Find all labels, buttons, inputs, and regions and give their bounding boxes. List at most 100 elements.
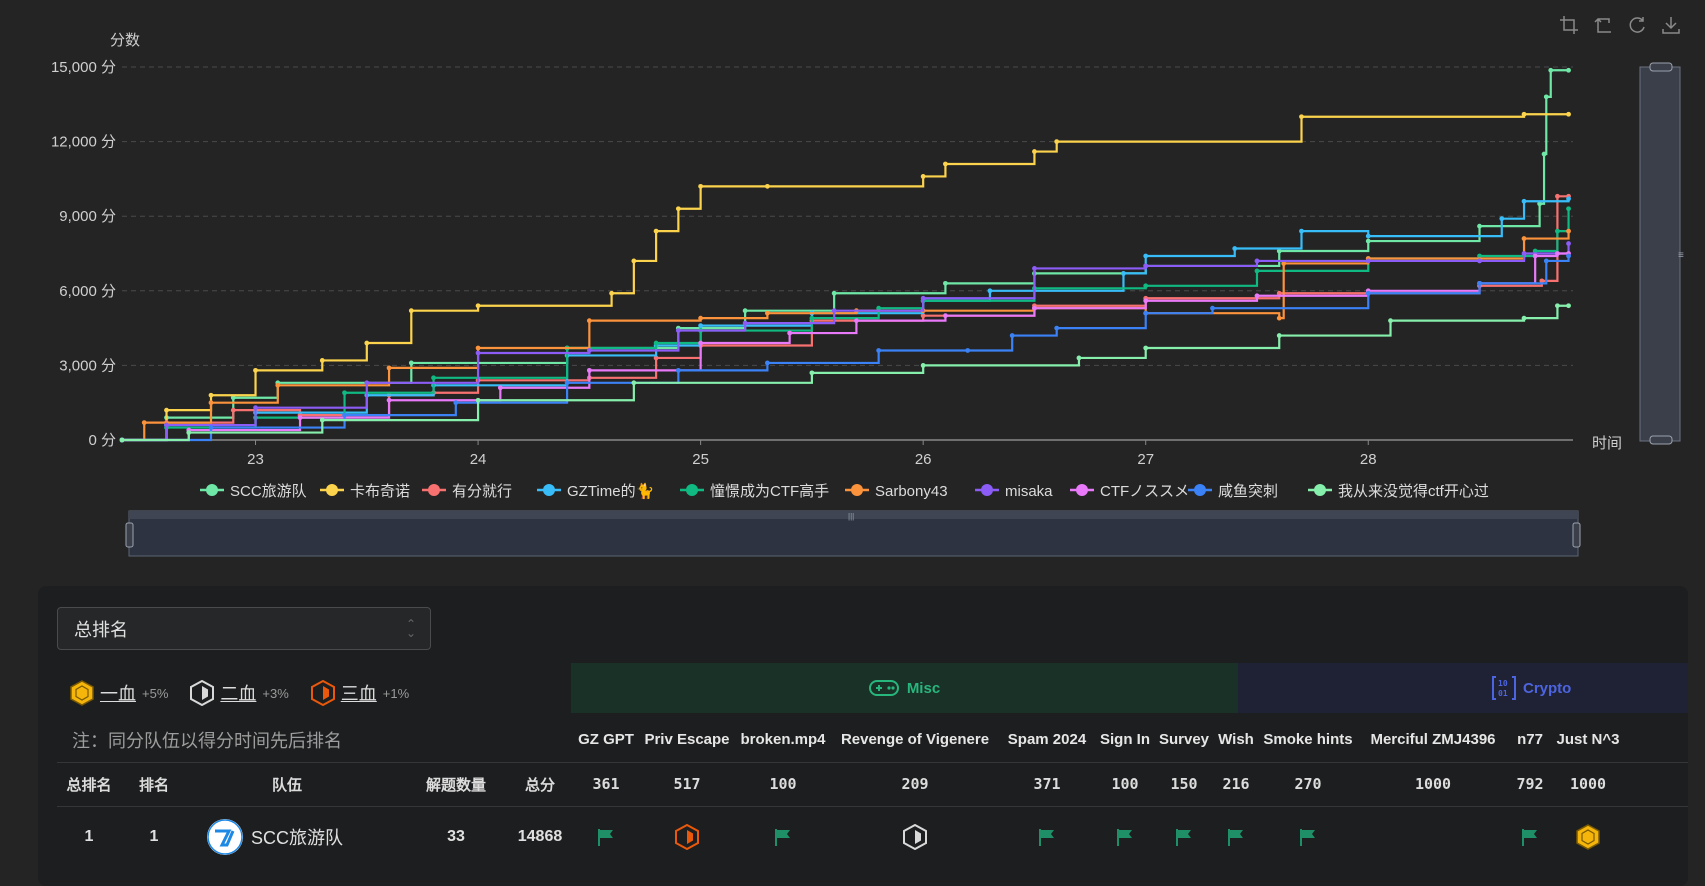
legend-item-7[interactable]: CTFノススメ xyxy=(1070,483,1189,500)
series-point-7[interactable] xyxy=(497,385,503,391)
series-point-6[interactable] xyxy=(920,295,926,301)
series-line-9[interactable] xyxy=(122,304,1569,442)
challenge-header[interactable]: Wish xyxy=(1218,731,1254,748)
series-point-8[interactable] xyxy=(1143,310,1149,316)
challenge-header[interactable]: Smoke hints xyxy=(1263,731,1353,748)
challenge-header[interactable]: GZ GPT xyxy=(578,731,634,748)
challenge-header[interactable]: broken.mp4 xyxy=(740,731,826,748)
series-point-7[interactable] xyxy=(854,318,859,324)
series-point-8[interactable] xyxy=(764,360,770,366)
series-line-3[interactable] xyxy=(122,198,1570,442)
series-point-8[interactable] xyxy=(453,400,459,406)
series-point-1[interactable] xyxy=(319,358,325,363)
series-point-9[interactable] xyxy=(631,380,637,386)
series-point-8[interactable] xyxy=(342,412,347,418)
series-point-6[interactable] xyxy=(1477,258,1482,264)
series-point-0[interactable] xyxy=(1543,94,1549,100)
series-point-1[interactable] xyxy=(1521,111,1527,117)
series-point-8[interactable] xyxy=(876,348,882,353)
series-point-0[interactable] xyxy=(1541,151,1547,157)
series-point-1[interactable] xyxy=(653,228,659,234)
x-zoom-handle-left[interactable] xyxy=(125,522,134,548)
series-point-5[interactable] xyxy=(1566,228,1571,234)
series-point-4[interactable] xyxy=(1477,253,1482,259)
series-line-5[interactable] xyxy=(122,231,1570,442)
series-point-8[interactable] xyxy=(1543,258,1549,264)
zoom-reset-icon[interactable] xyxy=(1590,12,1616,38)
series-point-5[interactable] xyxy=(698,315,704,321)
series-line-8[interactable] xyxy=(122,255,1570,442)
challenge-header[interactable]: Just N^3 xyxy=(1556,731,1620,748)
series-point-7[interactable] xyxy=(1143,298,1149,304)
series-point-4[interactable] xyxy=(1532,248,1538,254)
series-point-5[interactable] xyxy=(586,318,592,324)
ranking-select[interactable]: 总排名 ⌃ ⌄ xyxy=(57,607,431,650)
series-point-9[interactable] xyxy=(1076,355,1082,361)
series-point-6[interactable] xyxy=(475,350,481,356)
download-icon[interactable] xyxy=(1658,12,1684,38)
series-line-1[interactable] xyxy=(122,113,1569,442)
series-point-4[interactable] xyxy=(342,390,347,396)
series-point-7[interactable] xyxy=(297,415,303,421)
series-point-6[interactable] xyxy=(164,422,169,428)
series-point-4[interactable] xyxy=(1254,268,1260,274)
legend-item-8[interactable]: 咸鱼突刺 xyxy=(1188,482,1278,500)
series-point-1[interactable] xyxy=(1054,139,1060,145)
series-point-5[interactable] xyxy=(208,400,214,406)
series-point-6[interactable] xyxy=(1143,263,1149,269)
series-point-6[interactable] xyxy=(1254,258,1260,264)
series-point-2[interactable] xyxy=(1555,193,1560,199)
challenge-header[interactable]: Sign In xyxy=(1100,731,1150,748)
series-point-4[interactable] xyxy=(1143,283,1149,289)
legend-item-5[interactable]: Sarbony43 xyxy=(845,483,948,500)
series-point-0[interactable] xyxy=(230,395,236,401)
series-point-9[interactable] xyxy=(1566,303,1571,309)
series-point-9[interactable] xyxy=(1143,345,1149,351)
series-point-9[interactable] xyxy=(119,437,125,443)
series-point-4[interactable] xyxy=(876,305,882,311)
x-zoom-handle-right[interactable] xyxy=(1572,522,1581,548)
series-point-2[interactable] xyxy=(920,313,926,319)
series-point-6[interactable] xyxy=(742,320,748,326)
series-point-0[interactable] xyxy=(1477,223,1482,229)
series-point-0[interactable] xyxy=(1537,201,1543,207)
series-point-1[interactable] xyxy=(408,308,414,314)
series-point-0[interactable] xyxy=(1548,67,1554,73)
series-point-6[interactable] xyxy=(253,405,258,411)
series-point-8[interactable] xyxy=(1009,333,1015,338)
series-point-0[interactable] xyxy=(1276,248,1282,254)
series-point-1[interactable] xyxy=(1032,149,1037,154)
series-point-7[interactable] xyxy=(586,367,592,373)
series-point-6[interactable] xyxy=(1365,258,1371,264)
legend-item-6[interactable]: misaka xyxy=(975,483,1053,500)
series-point-0[interactable] xyxy=(1566,67,1571,73)
series-point-1[interactable] xyxy=(764,183,770,189)
y-zoom-handle-bottom[interactable] xyxy=(1649,435,1673,445)
zoom-area-icon[interactable] xyxy=(1556,12,1582,38)
series-line-4[interactable] xyxy=(122,208,1570,442)
series-point-6[interactable] xyxy=(364,380,370,386)
series-point-8[interactable] xyxy=(208,425,214,430)
series-point-7[interactable] xyxy=(1532,253,1538,259)
restore-icon[interactable] xyxy=(1624,12,1650,38)
y-zoom-handle-top[interactable] xyxy=(1649,62,1673,72)
series-point-0[interactable] xyxy=(742,308,748,314)
series-point-9[interactable] xyxy=(1521,315,1527,321)
category-misc[interactable]: Misc xyxy=(571,663,1238,713)
series-point-6[interactable] xyxy=(1032,266,1037,271)
series-point-7[interactable] xyxy=(1254,293,1260,299)
series-point-1[interactable] xyxy=(698,183,704,189)
series-point-2[interactable] xyxy=(653,355,659,361)
series-point-3[interactable] xyxy=(1299,228,1304,234)
series-point-4[interactable] xyxy=(1566,206,1571,212)
series-point-2[interactable] xyxy=(230,407,236,413)
series-point-1[interactable] xyxy=(1299,114,1304,120)
series-point-1[interactable] xyxy=(920,174,926,179)
series-point-8[interactable] xyxy=(1210,305,1215,311)
series-point-8[interactable] xyxy=(1566,253,1571,259)
series-point-5[interactable] xyxy=(386,365,392,371)
challenge-header[interactable]: Spam 2024 xyxy=(1007,731,1087,748)
row-team[interactable]: SCC旅游队 xyxy=(207,807,407,867)
series-point-4[interactable] xyxy=(809,315,815,321)
series-point-7[interactable] xyxy=(1032,305,1037,311)
